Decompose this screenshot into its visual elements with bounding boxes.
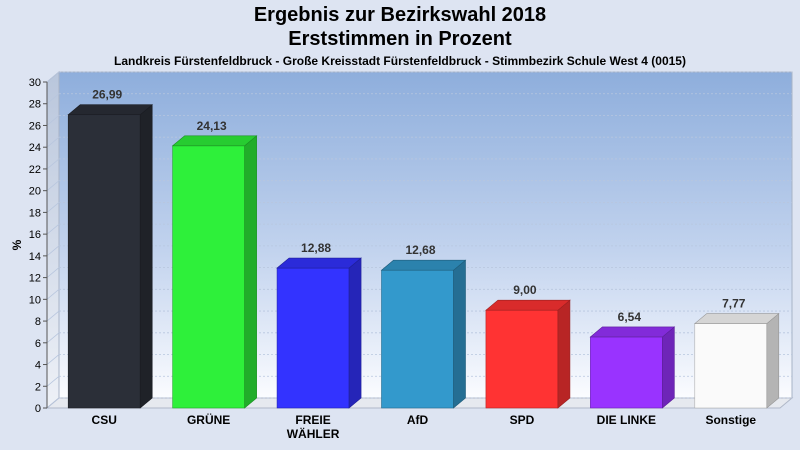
y-tick-label: 24	[29, 142, 41, 154]
y-tick-label: 2	[35, 381, 41, 393]
bar-top	[276, 257, 362, 269]
y-tick-label: 8	[35, 316, 41, 328]
grid-line-side	[46, 289, 60, 300]
bar	[67, 104, 154, 409]
grid-line-side	[46, 158, 60, 170]
grid-line-side	[46, 332, 60, 344]
y-tick-label: 30	[29, 77, 41, 89]
grid-line-side	[46, 354, 60, 365]
y-tick-label: 12	[29, 273, 41, 285]
bar	[485, 299, 571, 409]
y-tick-label: 6	[35, 338, 41, 350]
grid-line-side	[46, 115, 60, 126]
grid-line-side	[46, 310, 60, 322]
grid-line-side	[46, 245, 60, 257]
grid-line-side	[46, 202, 60, 213]
bar	[380, 259, 467, 409]
value-label: 24,13	[197, 119, 227, 133]
x-tick-label: SPD	[510, 413, 535, 427]
y-tick-label: 16	[29, 229, 41, 241]
y-tick-label: 0	[35, 403, 41, 415]
y-axis-label: %	[10, 239, 24, 250]
bar-top	[693, 313, 780, 324]
bars	[67, 104, 780, 409]
bar	[171, 135, 258, 409]
grid-line-side	[46, 180, 60, 191]
grid-line-side	[46, 397, 60, 409]
bar	[589, 326, 676, 409]
grid-line-side	[46, 93, 60, 105]
value-label: 6,54	[618, 310, 642, 324]
value-label: 7,77	[722, 297, 746, 311]
plot-side-wall	[46, 70, 60, 410]
bar-front	[694, 323, 768, 409]
x-tick-label: AfD	[407, 413, 429, 427]
bar-front	[67, 114, 141, 409]
bar-front	[381, 269, 454, 409]
bar-side	[348, 257, 362, 409]
bar	[276, 257, 362, 409]
bar-front	[172, 145, 245, 409]
y-tick-label: 14	[29, 251, 41, 263]
bar	[693, 312, 780, 409]
y-tick-label: 22	[29, 164, 41, 176]
grid-lines	[46, 71, 792, 409]
bar-top	[171, 135, 258, 147]
chart-title-line1: Ergebnis zur Bezirkswahl 2018	[253, 4, 547, 26]
value-label: 12,88	[301, 241, 331, 255]
value-label: 26,99	[92, 88, 122, 102]
value-labels: 26,99 24,13 12,88 12,68 9,00 6,54 7,77	[92, 88, 746, 324]
grid-line-side	[46, 223, 60, 235]
bar-front	[590, 336, 663, 409]
x-tick-label: DIE LINKE	[597, 413, 656, 427]
grid-line-side	[46, 136, 60, 148]
bar-front	[485, 309, 559, 409]
x-tick-label: CSU	[92, 413, 117, 427]
x-tick-label: FREIE	[295, 413, 330, 427]
x-tick-label: Sonstige	[705, 413, 756, 427]
grid-line-side	[46, 71, 60, 83]
bar-front	[276, 267, 350, 409]
grid-line-side	[46, 267, 60, 278]
bar-side	[453, 259, 466, 409]
y-tick-label: 28	[29, 99, 41, 111]
chart-title-line2: Erststimmen in Prozent	[288, 28, 512, 50]
y-tick-label: 18	[29, 207, 41, 219]
x-tick-label: GRÜNE	[187, 412, 230, 427]
bar-side	[557, 299, 571, 409]
grid-line-side	[46, 375, 60, 387]
bar-top	[67, 104, 154, 116]
x-tick-label: WÄHLER	[287, 426, 340, 441]
bar-side	[139, 104, 153, 409]
y-tick-label: 26	[29, 120, 41, 132]
chart-subtitle: Landkreis Fürstenfeldbruck - Große Kreis…	[114, 54, 686, 68]
value-label: 9,00	[513, 283, 537, 297]
bar-top	[485, 299, 571, 311]
bar-top	[589, 326, 676, 338]
value-label: 12,68	[405, 243, 435, 257]
y-tick-label: 4	[35, 360, 41, 372]
bar-side	[244, 135, 257, 409]
y-tick-label: 10	[29, 294, 41, 306]
bar-side	[662, 326, 675, 409]
bar-side	[766, 312, 780, 409]
y-tick-label: 20	[29, 186, 41, 198]
bar-top	[380, 259, 467, 271]
